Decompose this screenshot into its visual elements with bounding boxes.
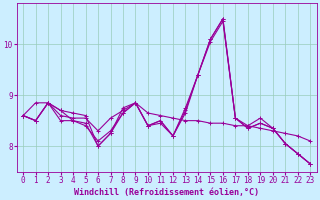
X-axis label: Windchill (Refroidissement éolien,°C): Windchill (Refroidissement éolien,°C): [74, 188, 259, 197]
